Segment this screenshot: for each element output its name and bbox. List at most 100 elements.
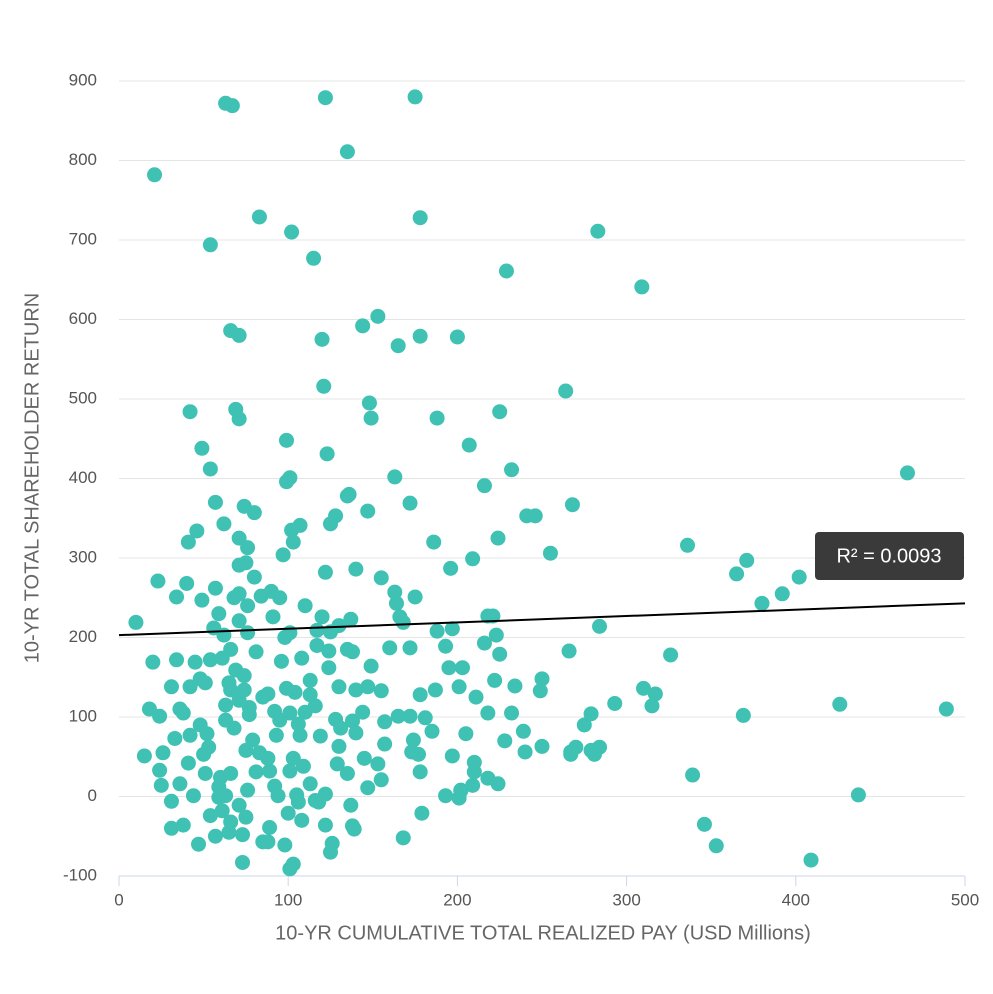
point [226,590,242,606]
point [938,701,954,717]
point [128,614,144,630]
point [417,710,433,726]
point [355,318,371,334]
point [427,682,443,698]
point [527,508,543,524]
point [260,750,276,766]
point [341,486,357,502]
point [444,748,460,764]
point [492,646,508,662]
point [414,805,430,821]
point [180,534,196,550]
point [211,606,227,622]
point [348,725,364,741]
point [218,788,234,804]
y-tick-label: 600 [69,309,97,328]
y-tick-label: 700 [69,229,97,248]
point [488,627,504,643]
point [360,503,376,519]
point [302,672,318,688]
point [390,708,406,724]
point [240,540,256,556]
point [163,820,179,836]
point [270,788,286,804]
point [363,410,379,426]
point [238,742,254,758]
point [685,767,701,783]
point [634,279,650,295]
point [339,144,355,160]
point [774,586,790,602]
point [373,570,389,586]
point [832,696,848,712]
point [192,717,208,733]
point [644,698,660,714]
point [454,660,470,676]
point [185,788,201,804]
point [441,660,457,676]
point [153,777,169,793]
point [344,644,360,660]
point [534,671,550,687]
point [492,404,508,420]
point [348,561,364,577]
point [407,589,423,605]
point [280,805,296,821]
point [279,432,295,448]
point [307,792,323,808]
point [224,98,240,114]
point [490,776,506,792]
point [412,687,428,703]
point [331,618,347,634]
point [319,446,335,462]
point [476,635,492,651]
point [429,623,445,639]
point [251,209,267,225]
point [246,569,262,585]
point [207,580,223,596]
point [236,668,252,684]
point [272,712,288,728]
point [309,637,325,653]
point [182,679,198,695]
point [194,592,210,608]
point [167,730,183,746]
point [294,650,310,666]
point [240,782,256,798]
y-tick-label: 200 [69,627,97,646]
point [255,689,271,705]
point [329,756,345,772]
point [331,679,347,695]
point [238,809,254,825]
point [295,758,311,774]
point [260,834,276,850]
point [407,89,423,105]
y-tick-label: 300 [69,547,97,566]
point [490,530,506,546]
point [412,764,428,780]
point [583,706,599,722]
point [285,534,301,550]
point [850,787,866,803]
point [275,547,291,563]
point [586,746,602,762]
point [312,728,328,744]
point [443,560,459,576]
point [292,517,308,533]
point [515,723,531,739]
point [223,641,239,657]
point [360,679,376,695]
point [321,643,337,659]
point [309,622,325,638]
point [465,551,481,567]
point [426,534,442,550]
point [412,328,428,344]
point [163,679,179,695]
point [468,689,484,705]
point [290,716,306,732]
point [498,263,514,279]
point [302,776,318,792]
point [287,684,303,700]
point [564,497,580,513]
